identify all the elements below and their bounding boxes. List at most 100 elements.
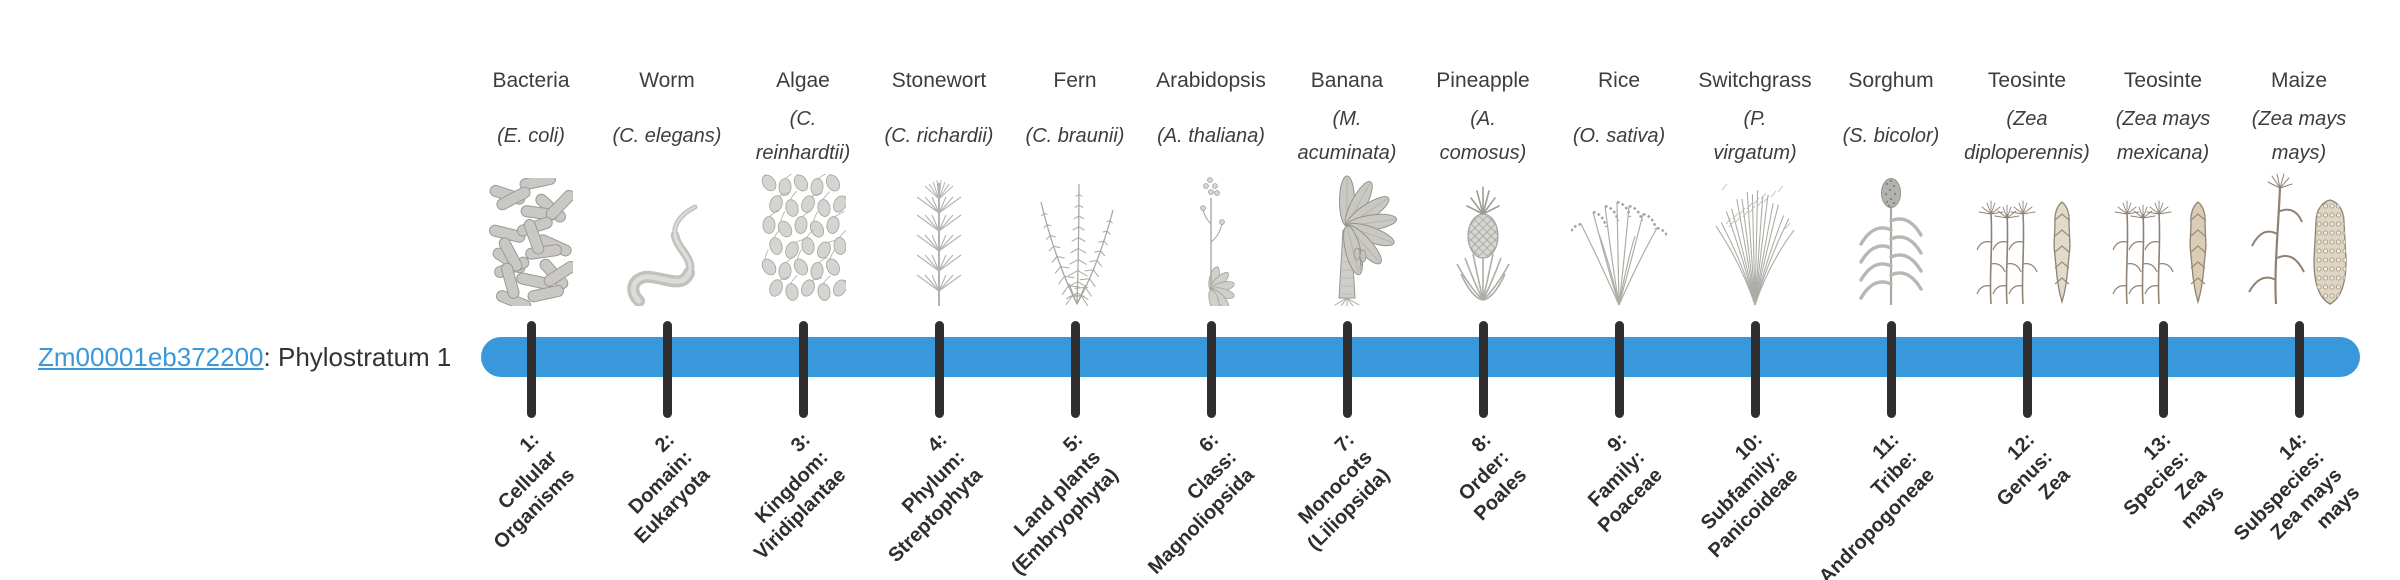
organism-common-name: Fern	[1053, 69, 1097, 92]
stratum-axis-label: 7: Monocots (Liliopsida)	[1294, 428, 1395, 556]
stratum-column: Stonewort (C. richardii)	[871, 0, 1007, 310]
stratum-axis-label: 3: Kingdom: Viridiplantae	[750, 428, 851, 565]
fern-icon	[1007, 170, 1143, 306]
rice-icon	[1551, 170, 1687, 306]
stratum-column: Pineapple (A. comosus)	[1415, 0, 1551, 310]
stratum-column: Bacteria (E. coli)	[463, 0, 599, 310]
organism-scientific-name: (C. braunii)	[1025, 125, 1125, 147]
stratum-axis-label-wrap: 5: Land plants (Embryophyta)	[655, 428, 1122, 580]
stratum-axis-label-wrap: 13: Species: Zea mays	[1743, 428, 2228, 534]
stratum-tick-5	[1070, 321, 1080, 418]
stratum-axis-label-wrap: 4: Phylum: Streptophyta	[519, 428, 987, 567]
stratum-column: Worm (C. elegans)	[599, 0, 735, 310]
stratum-tick-11	[1886, 321, 1896, 418]
stratum-axis-label: 14: Subspecies: Zea mays mays	[2230, 428, 2365, 546]
algae-icon	[735, 170, 871, 306]
stratum-tick-13	[2158, 321, 2168, 418]
stonewort-icon	[871, 170, 1007, 306]
worm-icon	[599, 170, 735, 306]
stratum-axis-label: 12: Genus: Zea	[1992, 428, 2075, 511]
switchgrass-icon	[1687, 170, 1823, 306]
organism-scientific-name: (Zea mays mays)	[2251, 108, 2347, 164]
stratum-axis-label-wrap: 6: Class: Magnoliopsida	[791, 428, 1259, 579]
organism-common-name: Pineapple	[1436, 69, 1530, 92]
stratum-column: Fern (C. braunii)	[1007, 0, 1143, 310]
organism-scientific-name: (C. elegans)	[612, 125, 722, 147]
stratum-axis-label: 11: Tribe: Andropogoneae	[1814, 428, 1939, 580]
organism-scientific-name: (P. virgatum)	[1713, 108, 1797, 164]
organism-common-name: Bacteria	[492, 69, 570, 92]
organism-scientific-name: (Zea mays mexicana)	[2115, 108, 2211, 164]
stratum-axis-label: 10: Subfamily: Panicoideae	[1697, 428, 1803, 563]
stratum-column: Banana (M. acuminata)	[1279, 0, 1415, 310]
stratum-tick-8	[1478, 321, 1488, 418]
stratum-tick-9	[1614, 321, 1624, 418]
stratum-axis-label-wrap: 10: Subfamily: Panicoideae	[1335, 428, 1803, 562]
stratum-axis-label: 1: Cellular Organisms	[489, 428, 579, 554]
stratum-column: Teosinte (Zea diploperennis)	[1959, 0, 2095, 310]
stratum-axis-label: 2: Domain: Eukaryota	[624, 428, 715, 549]
stratum-column: Teosinte (Zea mays mexicana)	[2095, 0, 2231, 310]
stratum-axis-label-wrap: 1: Cellular Organisms	[111, 428, 578, 554]
stratum-tick-10	[1750, 321, 1760, 418]
stratum-tick-14	[2294, 321, 2304, 418]
gene-id-link[interactable]: Zm00001eb372200	[38, 342, 264, 372]
stratum-axis-label-wrap: 14: Subspecies: Zea mays mays	[1879, 428, 2364, 546]
pineapple-icon	[1415, 170, 1551, 306]
stratum-column: Arabidopsis (A. thaliana)	[1143, 0, 1279, 310]
stratum-axis-label: 8: Order: Poales	[1454, 428, 1531, 526]
organism-scientific-name: (C. reinhardtii)	[755, 108, 851, 164]
stratum-tick-4	[934, 321, 944, 418]
stratum-tick-7	[1342, 321, 1352, 418]
stratum-axis-label-wrap: 7: Monocots (Liliopsida)	[927, 428, 1395, 555]
organism-common-name: Stonewort	[891, 69, 987, 92]
stratum-tick-6	[1206, 321, 1216, 418]
organism-common-name: Maize	[2270, 69, 2328, 92]
organism-common-name: Switchgrass	[1698, 69, 1812, 92]
bacteria-icon	[463, 170, 599, 306]
organism-common-name: Arabidopsis	[1156, 69, 1266, 92]
stratum-axis-label: 13: Species: Zea mays	[2119, 428, 2229, 534]
stratum-tick-1	[526, 321, 536, 418]
organism-scientific-name: (Zea diploperennis)	[1964, 108, 2090, 164]
phylostratum-bar	[481, 337, 2360, 377]
organism-common-name: Banana	[1310, 69, 1384, 92]
stratum-tick-12	[2022, 321, 2032, 418]
organism-scientific-name: (S. bicolor)	[1842, 125, 1940, 147]
organism-scientific-name: (C. richardii)	[884, 125, 994, 147]
teosinte-diploperennis-icon	[1959, 170, 2095, 306]
stratum-axis-label-wrap: 8: Order: Poales	[1063, 428, 1530, 526]
organism-common-name: Teosinte	[2123, 69, 2203, 92]
organism-scientific-name: (A. comosus)	[1439, 108, 1527, 164]
arabidopsis-icon	[1143, 170, 1279, 306]
organism-common-name: Sorghum	[1848, 69, 1934, 92]
stratum-axis-label-wrap: 2: Domain: Eukaryota	[247, 428, 715, 548]
stratum-axis-label-wrap: 9: Family: Poaceae	[1199, 428, 1667, 537]
organism-common-name: Algae	[776, 69, 830, 92]
stratum-axis-label: 5: Land plants (Embryophyta)	[1007, 428, 1123, 580]
stratum-axis-label: 6: Class: Magnoliopsida	[1144, 428, 1259, 579]
stratum-column: Rice (O. sativa)	[1551, 0, 1687, 310]
organism-scientific-name: (M. acuminata)	[1297, 108, 1397, 164]
organism-scientific-name: (A. thaliana)	[1157, 125, 1265, 147]
organism-common-name: Rice	[1597, 69, 1640, 92]
maize-icon	[2231, 170, 2367, 306]
organism-scientific-name: (O. sativa)	[1572, 125, 1666, 147]
stratum-axis-label-wrap: 3: Kingdom: Viridiplantae	[383, 428, 850, 565]
stratum-tick-3	[798, 321, 808, 418]
stratum-tick-2	[662, 321, 672, 418]
gene-stratum-label: Zm00001eb372200: Phylostratum 1	[38, 341, 451, 373]
stratum-axis-label-wrap: 12: Genus: Zea	[1607, 428, 2075, 511]
stratum-axis-label: 4: Phylum: Streptophyta	[883, 428, 987, 567]
stratum-suffix-text: : Phylostratum 1	[263, 342, 452, 372]
organism-common-name: Teosinte	[1987, 69, 2067, 92]
stratum-column: Algae (C. reinhardtii)	[735, 0, 871, 310]
organism-common-name: Worm	[639, 69, 695, 92]
teosinte-mexicana-icon	[2095, 170, 2231, 306]
banana-icon	[1279, 170, 1415, 306]
stratum-column: Sorghum (S. bicolor)	[1823, 0, 1959, 310]
stratum-axis-label: 9: Family: Poaceae	[1583, 428, 1667, 538]
organism-scientific-name: (E. coli)	[497, 125, 565, 147]
stratum-column: Maize (Zea mays mays)	[2231, 0, 2367, 310]
